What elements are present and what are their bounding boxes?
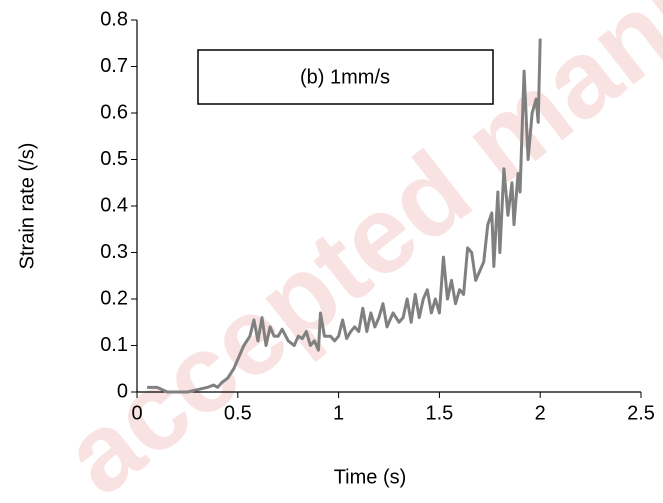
x-tick-label: 0 — [131, 402, 142, 424]
x-tick-label: 2 — [535, 402, 546, 424]
y-tick-label: 0.3 — [100, 241, 128, 263]
y-tick-label: 0 — [117, 380, 128, 402]
x-axis-label: Time (s) — [334, 466, 407, 488]
y-tick-label: 0.6 — [100, 101, 128, 123]
x-tick-label: 1.5 — [425, 402, 453, 424]
data-line — [147, 38, 542, 394]
x-tick-label: 0.5 — [224, 402, 252, 424]
annotation-box — [197, 49, 494, 105]
y-tick-label: 0.2 — [100, 287, 128, 309]
annotation: (b) 1mm/s — [300, 66, 390, 88]
y-tick-label: 0.7 — [100, 55, 128, 77]
x-tick-label: 1 — [333, 402, 344, 424]
y-tick-label: 0.5 — [100, 148, 128, 170]
x-tick-label: 2.5 — [627, 402, 655, 424]
y-tick-label: 0.8 — [100, 8, 128, 30]
y-axis-label: Strain rate (/s) — [16, 143, 38, 270]
y-tick-label: 0.4 — [100, 194, 128, 216]
y-tick-label: 0.1 — [100, 334, 128, 356]
